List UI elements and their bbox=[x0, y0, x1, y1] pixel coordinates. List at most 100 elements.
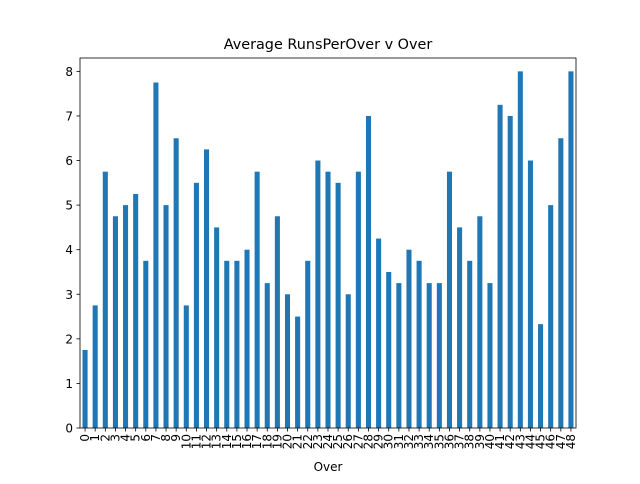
bar-over-37 bbox=[457, 227, 463, 428]
x-tick-label: 10 bbox=[179, 434, 193, 449]
bar-over-27 bbox=[355, 171, 361, 429]
y-tick-label: 0 bbox=[65, 422, 73, 436]
x-tick-label: 14 bbox=[220, 434, 234, 449]
x-tick-label: 0 bbox=[78, 434, 92, 442]
bar-over-12 bbox=[204, 149, 210, 428]
x-tick-label: 41 bbox=[493, 434, 507, 449]
x-tick-label: 48 bbox=[564, 434, 578, 449]
x-tick-label: 7 bbox=[149, 434, 163, 442]
bar-over-30 bbox=[386, 271, 392, 428]
bar-over-32 bbox=[406, 249, 412, 428]
x-tick-label: 46 bbox=[544, 434, 558, 449]
bar-over-33 bbox=[416, 260, 422, 428]
x-tick-label: 31 bbox=[392, 434, 406, 449]
x-tick-label: 19 bbox=[270, 434, 284, 449]
bar-over-8 bbox=[163, 205, 169, 428]
bar-over-25 bbox=[335, 182, 341, 428]
bar-over-48 bbox=[568, 71, 574, 429]
bar-over-17 bbox=[254, 171, 260, 429]
x-tick-label: 5 bbox=[129, 434, 143, 442]
chart-title: Average RunsPerOver v Over bbox=[224, 37, 433, 53]
bar-over-38 bbox=[467, 260, 473, 428]
x-tick-label: 33 bbox=[412, 434, 426, 449]
x-tick-label: 39 bbox=[473, 434, 487, 449]
x-tick-label: 22 bbox=[301, 434, 315, 449]
x-tick-label: 35 bbox=[432, 434, 446, 449]
bar-over-1 bbox=[92, 305, 98, 428]
bar-over-26 bbox=[345, 294, 351, 428]
bar-over-41 bbox=[497, 104, 503, 428]
y-tick-label: 4 bbox=[65, 243, 73, 257]
bar-over-47 bbox=[558, 138, 564, 429]
y-axis-ticks: 0 1 2 3 4 5 6 7 8 bbox=[65, 65, 80, 436]
x-tick-label: 38 bbox=[463, 434, 477, 449]
x-tick-label: 44 bbox=[523, 434, 537, 449]
x-tick-label: 24 bbox=[321, 434, 335, 449]
x-tick-label: 36 bbox=[442, 434, 456, 449]
bar-over-35 bbox=[436, 283, 442, 428]
x-tick-label: 26 bbox=[341, 434, 355, 449]
bar-over-24 bbox=[325, 171, 331, 429]
x-tick-label: 2 bbox=[98, 434, 112, 442]
bar-over-22 bbox=[305, 260, 311, 428]
bar-over-3 bbox=[112, 216, 118, 428]
bar-over-29 bbox=[376, 238, 382, 428]
bar-over-10 bbox=[183, 305, 189, 428]
x-tick-label: 18 bbox=[260, 434, 274, 449]
bar-over-43 bbox=[517, 71, 523, 429]
x-tick-label: 16 bbox=[240, 434, 254, 449]
x-tick-label: 11 bbox=[189, 434, 203, 449]
x-tick-label: 6 bbox=[139, 434, 153, 442]
x-tick-label: 34 bbox=[422, 434, 436, 449]
bar-over-0 bbox=[82, 349, 88, 428]
bar-over-21 bbox=[295, 316, 301, 428]
y-tick-label: 2 bbox=[65, 332, 73, 346]
bar-over-19 bbox=[274, 216, 280, 428]
x-tick-label: 21 bbox=[291, 434, 305, 449]
x-tick-label: 42 bbox=[503, 434, 517, 449]
x-axis-ticks: 0123456789101112131415161718192021222324… bbox=[78, 428, 578, 449]
bar-over-9 bbox=[173, 138, 179, 429]
bar-over-31 bbox=[396, 283, 402, 428]
x-tick-label: 37 bbox=[453, 434, 467, 449]
plot-frame bbox=[79, 57, 577, 429]
x-tick-label: 1 bbox=[88, 434, 102, 442]
x-tick-label: 20 bbox=[281, 434, 295, 449]
x-tick-label: 3 bbox=[108, 434, 122, 442]
x-tick-label: 29 bbox=[372, 434, 386, 449]
bar-over-14 bbox=[224, 260, 230, 428]
y-tick-label: 3 bbox=[65, 288, 73, 302]
x-axis-label: Over bbox=[314, 460, 343, 474]
bar-over-36 bbox=[446, 171, 452, 429]
y-tick-label: 6 bbox=[65, 154, 73, 168]
x-tick-label: 4 bbox=[119, 434, 133, 442]
bar-over-44 bbox=[527, 160, 533, 428]
bar-over-2 bbox=[102, 171, 108, 429]
bar-over-20 bbox=[284, 294, 291, 428]
bar-over-11 bbox=[193, 182, 199, 428]
bar-over-7 bbox=[153, 82, 159, 429]
bar-over-13 bbox=[214, 227, 220, 428]
x-tick-label: 43 bbox=[513, 434, 527, 449]
x-tick-label: 32 bbox=[402, 434, 416, 449]
bar-over-46 bbox=[548, 205, 554, 428]
bar-over-28 bbox=[365, 115, 372, 428]
x-tick-label: 27 bbox=[351, 434, 365, 449]
x-tick-label: 12 bbox=[200, 434, 214, 449]
bar-over-5 bbox=[133, 193, 139, 428]
y-tick-label: 1 bbox=[65, 377, 73, 391]
x-tick-label: 23 bbox=[311, 434, 325, 449]
x-tick-label: 30 bbox=[382, 434, 396, 449]
bar-over-34 bbox=[426, 283, 432, 428]
bar-over-45 bbox=[538, 324, 544, 428]
y-tick-label: 5 bbox=[65, 199, 73, 213]
bar-over-23 bbox=[315, 160, 321, 428]
bars-group bbox=[82, 71, 574, 429]
bar-over-4 bbox=[123, 205, 129, 428]
bar-over-18 bbox=[264, 283, 270, 428]
bar-over-16 bbox=[244, 249, 250, 428]
bar-over-42 bbox=[507, 115, 513, 428]
x-tick-label: 47 bbox=[554, 434, 568, 449]
bar-over-39 bbox=[477, 216, 483, 428]
